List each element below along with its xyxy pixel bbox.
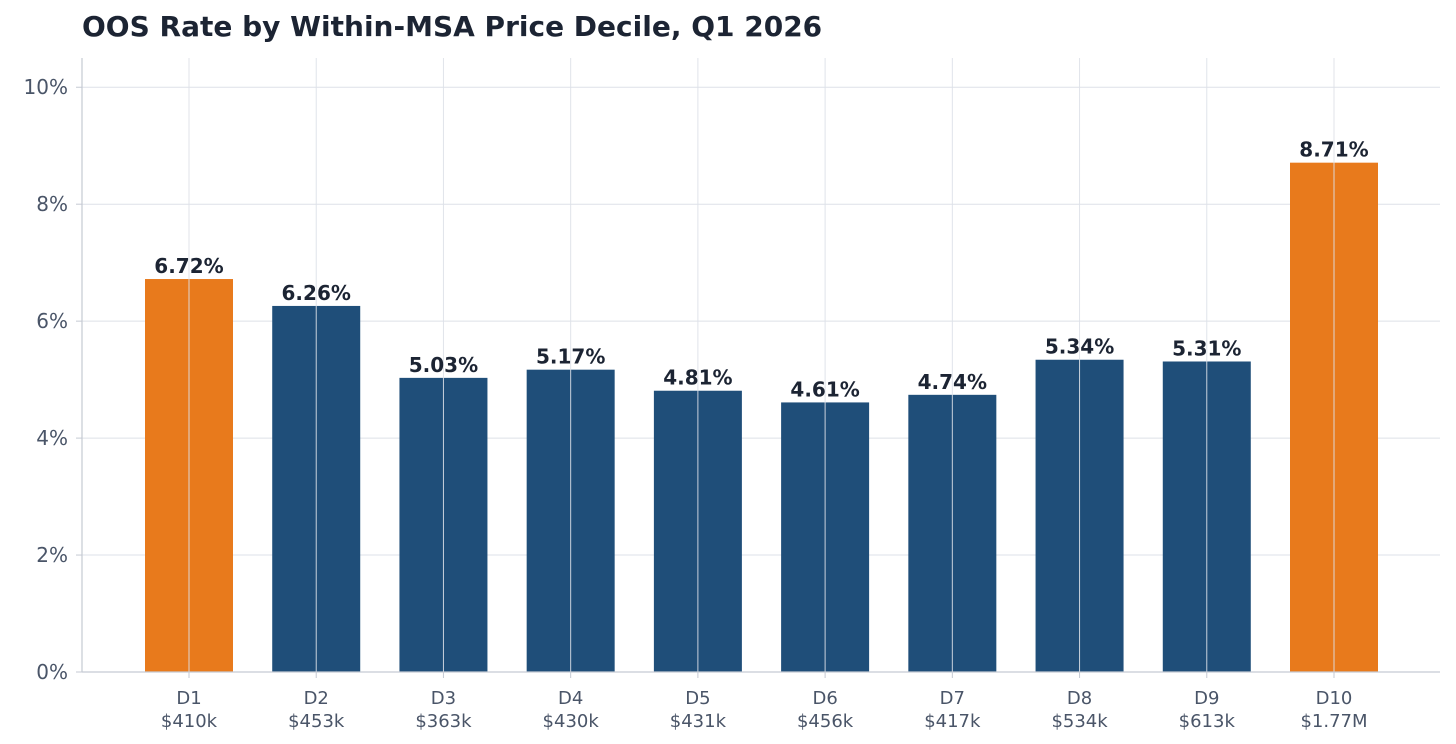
data-label: 5.17%	[536, 345, 605, 369]
data-label: 8.71%	[1299, 138, 1368, 162]
x-tick-label: D10	[1316, 688, 1353, 709]
data-label: 6.26%	[282, 281, 351, 305]
data-label: 4.81%	[663, 366, 732, 390]
x-tick-label: D1	[176, 688, 201, 709]
y-tick-label: 8%	[36, 192, 68, 216]
x-tick-label: D9	[1194, 688, 1219, 709]
x-tick-label: D8	[1067, 688, 1092, 709]
x-tick-sublabel: $363k	[415, 711, 472, 732]
x-tick-label: D7	[940, 688, 965, 709]
y-tick-label: 6%	[36, 309, 68, 333]
x-tick-label: D3	[431, 688, 456, 709]
y-tick-label: 10%	[24, 75, 68, 99]
y-tick-label: 0%	[36, 660, 68, 684]
chart-title: OOS Rate by Within-MSA Price Decile, Q1 …	[82, 10, 823, 43]
y-tick-label: 2%	[36, 543, 68, 567]
y-tick-label: 4%	[36, 426, 68, 450]
data-label: 6.72%	[154, 254, 223, 278]
data-label: 4.61%	[790, 377, 859, 401]
x-tick-label: D6	[812, 688, 837, 709]
data-label: 5.31%	[1172, 336, 1241, 360]
x-tick-sublabel: $613k	[1179, 711, 1236, 732]
data-label: 5.03%	[409, 353, 478, 377]
x-tick-label: D4	[558, 688, 583, 709]
x-tick-sublabel: $456k	[797, 711, 854, 732]
x-tick-sublabel: $453k	[288, 711, 345, 732]
data-label: 4.74%	[918, 370, 987, 394]
x-tick-label: D5	[685, 688, 710, 709]
x-tick-label: D2	[304, 688, 329, 709]
x-tick-sublabel: $410k	[161, 711, 218, 732]
x-tick-sublabel: $430k	[543, 711, 600, 732]
x-tick-sublabel: $534k	[1051, 711, 1108, 732]
x-tick-sublabel: $431k	[670, 711, 727, 732]
x-tick-sublabel: $1.77M	[1300, 711, 1367, 732]
data-label: 5.34%	[1045, 335, 1114, 359]
x-tick-sublabel: $417k	[924, 711, 981, 732]
